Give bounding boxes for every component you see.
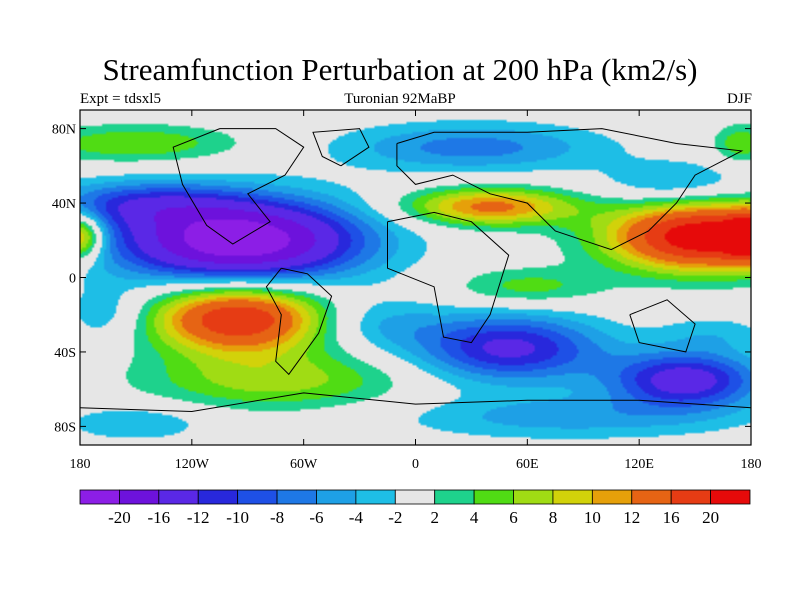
- colorbar-swatch: [513, 489, 554, 505]
- coastline: [265, 267, 333, 376]
- colorbar-swatch: [473, 489, 514, 505]
- season-label: DJF: [726, 91, 752, 107]
- colorbar-label: 10: [584, 508, 601, 527]
- coastline: [172, 128, 305, 245]
- colorbar-swatch: [394, 489, 436, 505]
- colorbar-label: -20: [108, 508, 131, 527]
- colorbar-swatch: [276, 489, 317, 505]
- colorbar-label: 12: [623, 508, 640, 527]
- y-tick-label: 80S: [54, 420, 76, 435]
- colorbar-label: 8: [549, 508, 558, 527]
- map-panel: [79, 109, 752, 446]
- colorbar-swatch: [591, 489, 633, 505]
- y-tick-label: 80N: [52, 123, 76, 138]
- colorbar-label: -12: [187, 508, 210, 527]
- chart-title: Streamfunction Perturbation at 200 hPa (…: [102, 52, 698, 87]
- colorbar-swatch: [434, 489, 475, 505]
- colorbar-swatch: [355, 489, 396, 505]
- colorbar-swatch: [552, 489, 593, 505]
- colorbar-swatch: [79, 489, 120, 505]
- colorbar-label: 4: [470, 508, 479, 527]
- x-tick-label: 180: [741, 457, 762, 472]
- colorbar-label: 16: [663, 508, 680, 527]
- colorbar-swatch: [158, 489, 199, 505]
- colorbar-label: -2: [388, 508, 402, 527]
- colorbar-label: -8: [270, 508, 284, 527]
- coastline: [80, 392, 751, 413]
- period-label: Turonian 92MaBP: [344, 91, 456, 107]
- colorbar-swatch: [631, 489, 672, 505]
- y-tick-label: 40S: [54, 346, 76, 361]
- y-tick-label: 40N: [52, 197, 76, 212]
- colorbar-label: -4: [349, 508, 364, 527]
- colorbar-swatch: [119, 489, 160, 505]
- x-tick-label: 120W: [175, 457, 210, 472]
- coastlines: [80, 128, 751, 413]
- axis-ticks: 180 120W 60W 0 60E 120E 180 80N 40N 0 40S 80S: [52, 110, 762, 472]
- x-tick-label: 60W: [290, 457, 318, 472]
- colorbar: -20 -16 -12 -10 -8 -6 -4 -2 2 4 6 8 10 12 16 20: [79, 489, 751, 527]
- colorbar-label: 6: [509, 508, 518, 527]
- coastline: [387, 211, 510, 344]
- streamfunction-field: [80, 110, 751, 445]
- coastline: [629, 299, 696, 353]
- colorbar-swatch: [316, 489, 357, 505]
- coastline: [396, 128, 744, 251]
- colorbar-swatch: [197, 489, 239, 505]
- colorbar-label: 2: [430, 508, 439, 527]
- colorbar-swatch: [670, 489, 711, 505]
- colorbar-swatch: [237, 489, 278, 505]
- colorbar-label: -16: [147, 508, 170, 527]
- experiment-label: Expt = tdsxl5: [80, 91, 161, 107]
- x-tick-label: 120E: [624, 457, 654, 472]
- x-tick-label: 180: [70, 457, 91, 472]
- colorbar-swatch: [710, 489, 751, 505]
- y-tick-label: 0: [69, 272, 76, 287]
- colorbar-label: -10: [226, 508, 249, 527]
- x-tick-label: 60E: [516, 457, 539, 472]
- colorbar-label: -6: [309, 508, 323, 527]
- x-tick-label: 0: [412, 457, 419, 472]
- colorbar-label: 20: [702, 508, 719, 527]
- coastline: [312, 128, 370, 167]
